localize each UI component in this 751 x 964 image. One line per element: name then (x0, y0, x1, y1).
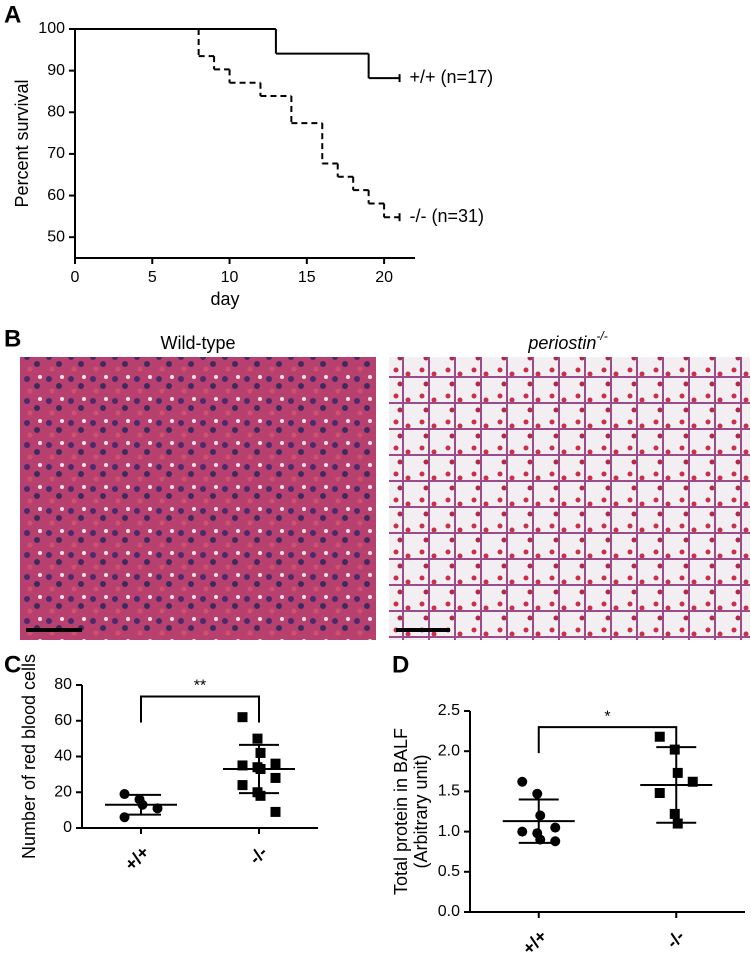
histology-image (389, 357, 750, 640)
data-point (270, 806, 281, 817)
y-tick-label: 70 (47, 145, 65, 162)
y-tick-label: 1.0 (438, 823, 460, 840)
y-axis-title: Number of red blood cells (19, 654, 39, 859)
data-point (270, 772, 281, 783)
y-tick-label: 80 (54, 676, 72, 693)
significance-label: * (604, 708, 610, 725)
data-point (517, 776, 528, 787)
data-point (550, 822, 561, 833)
y-tick-label: 80 (47, 103, 65, 120)
y-tick-label: 60 (54, 712, 72, 729)
y-tick-label: 50 (47, 228, 65, 245)
y-tick-label: 1.5 (438, 783, 460, 800)
data-point (255, 790, 266, 801)
data-point (237, 760, 248, 771)
y-axis-title: Percent survival (12, 79, 32, 207)
series-label: -/- (n=31) (410, 206, 485, 226)
x-tick-label: 0 (71, 269, 80, 286)
x-tick-label: +/+ (121, 842, 154, 875)
data-point (535, 810, 546, 821)
x-tick-label: -/- (662, 926, 688, 952)
significance-label: ** (194, 678, 206, 695)
panel-label: D (392, 651, 409, 678)
data-point (237, 712, 248, 723)
y-tick-label: 0.0 (438, 903, 460, 920)
y-tick-label: 90 (47, 62, 65, 79)
y-tick-label: 60 (47, 187, 65, 204)
y-tick-label: 40 (54, 748, 72, 765)
x-tick-label: 20 (375, 269, 393, 286)
data-point (669, 808, 680, 819)
panel-label: C (4, 651, 21, 678)
data-point (252, 733, 263, 744)
y-tick-label: 2.0 (438, 742, 460, 759)
series-label: +/+ (n=17) (410, 67, 494, 87)
significance-bracket (140, 695, 260, 723)
data-point (672, 767, 683, 778)
data-point (687, 776, 698, 787)
y-axis-title: (Arbitrary unit) (411, 754, 431, 868)
y-tick-label: 0 (63, 819, 72, 836)
y-tick-label: 100 (38, 20, 65, 37)
y-tick-label: 0.5 (438, 863, 460, 880)
panel-label: A (4, 1, 21, 28)
data-point (517, 826, 528, 837)
x-tick-label: +/+ (518, 926, 551, 959)
data-point (255, 747, 266, 758)
image-title: Wild-type (160, 333, 235, 353)
image-title: periostin-/- (527, 329, 607, 353)
data-point (550, 836, 561, 847)
data-point (532, 788, 543, 799)
y-axis-title: Total protein in BALF (391, 728, 411, 895)
y-tick-label: 2.5 (438, 702, 460, 719)
x-axis-title: day (210, 289, 239, 309)
x-tick-label: 5 (148, 269, 157, 286)
x-tick-label: -/- (245, 842, 271, 868)
data-point (654, 731, 665, 742)
significance-bracket (537, 726, 678, 754)
data-point (654, 788, 665, 799)
data-point (669, 744, 680, 755)
x-tick-label: 10 (221, 269, 239, 286)
y-tick-label: 20 (54, 783, 72, 800)
data-point (237, 780, 248, 791)
data-point (270, 758, 281, 769)
histology-image (20, 357, 376, 640)
x-tick-label: 15 (298, 269, 316, 286)
panel-label: B (4, 325, 21, 352)
data-point (152, 803, 163, 814)
